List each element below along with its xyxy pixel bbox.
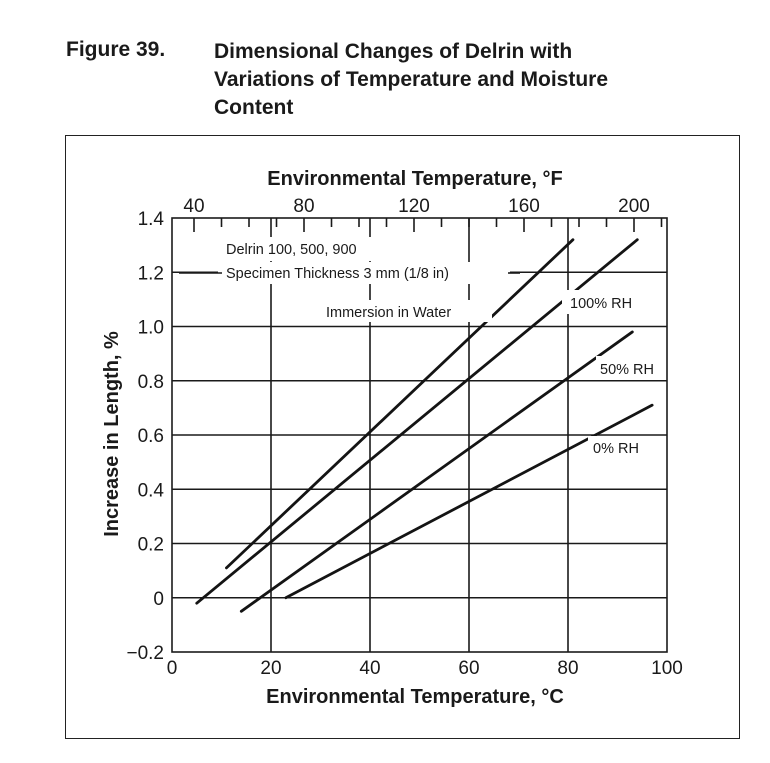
- grid: [171, 217, 668, 653]
- x-tick-label: 60: [458, 658, 479, 679]
- figure-title-line-1: Dimensional Changes of Delrin with: [214, 40, 573, 63]
- x-tick-label: 20: [260, 658, 281, 679]
- chart-frame: [65, 135, 740, 739]
- top-axis-title: Environmental Temperature, °F: [267, 168, 562, 190]
- label-background: [588, 436, 656, 460]
- x-tick-label: 100: [651, 658, 683, 679]
- top-tick-label: 160: [508, 196, 540, 217]
- y-tick-label: 0.8: [138, 372, 164, 393]
- annotation-thickness: Specimen Thickness 3 mm (1/8 in): [226, 266, 449, 282]
- series-line-1: [225, 238, 575, 570]
- y-tick-label: −0.2: [126, 643, 164, 664]
- annotation-grades: Delrin 100, 500, 900: [226, 242, 357, 258]
- figure-title-line-3: Content: [214, 96, 294, 119]
- x-tick-label: 0: [167, 658, 178, 679]
- top-tick-label: 120: [398, 196, 430, 217]
- series-label-4: 50% RH: [600, 362, 654, 378]
- y-tick-label: 1.4: [138, 209, 165, 230]
- figure-label: Figure 39.: [66, 38, 166, 61]
- y-tick-label: 1.2: [138, 263, 164, 284]
- figure-title-line-2: Variations of Temperature and Moisture: [214, 68, 609, 91]
- figure-title: Dimensional Changes of Delrin with Varia…: [214, 38, 754, 122]
- label-background: [596, 356, 666, 380]
- series-line-3: [239, 330, 634, 613]
- tick-marks: [193, 218, 663, 232]
- y-tick-label: 1.0: [138, 318, 164, 339]
- label-background: [218, 262, 510, 284]
- label-background: [320, 300, 492, 322]
- y-axis-title: Increase in Length, %: [101, 331, 123, 537]
- x-tick-label: 40: [359, 658, 380, 679]
- top-tick-label: 80: [293, 196, 314, 217]
- y-tick-label: 0.4: [138, 480, 165, 501]
- top-tick-label: 200: [618, 196, 650, 217]
- label-background: [218, 237, 386, 261]
- series-label-1: Immersion in Water: [326, 305, 451, 321]
- y-tick-label: 0.2: [138, 535, 164, 556]
- annotations: Delrin 100, 500, 900 Specimen Thickness 3…: [179, 237, 666, 460]
- series-label-3: 100% RH: [570, 296, 632, 312]
- tick-labels: 1.41.21.00.80.60.40.20−0.20 20 40 60 80 10040…: [126, 196, 682, 679]
- top-tick-label: 40: [183, 196, 204, 217]
- y-tick-label: 0: [153, 589, 164, 610]
- bottom-axis-title: Environmental Temperature, °C: [266, 686, 564, 708]
- y-tick-label: 0.6: [138, 426, 164, 447]
- label-background: [562, 290, 662, 314]
- x-tick-label: 80: [557, 658, 578, 679]
- series-label-5: 0% RH: [593, 441, 639, 457]
